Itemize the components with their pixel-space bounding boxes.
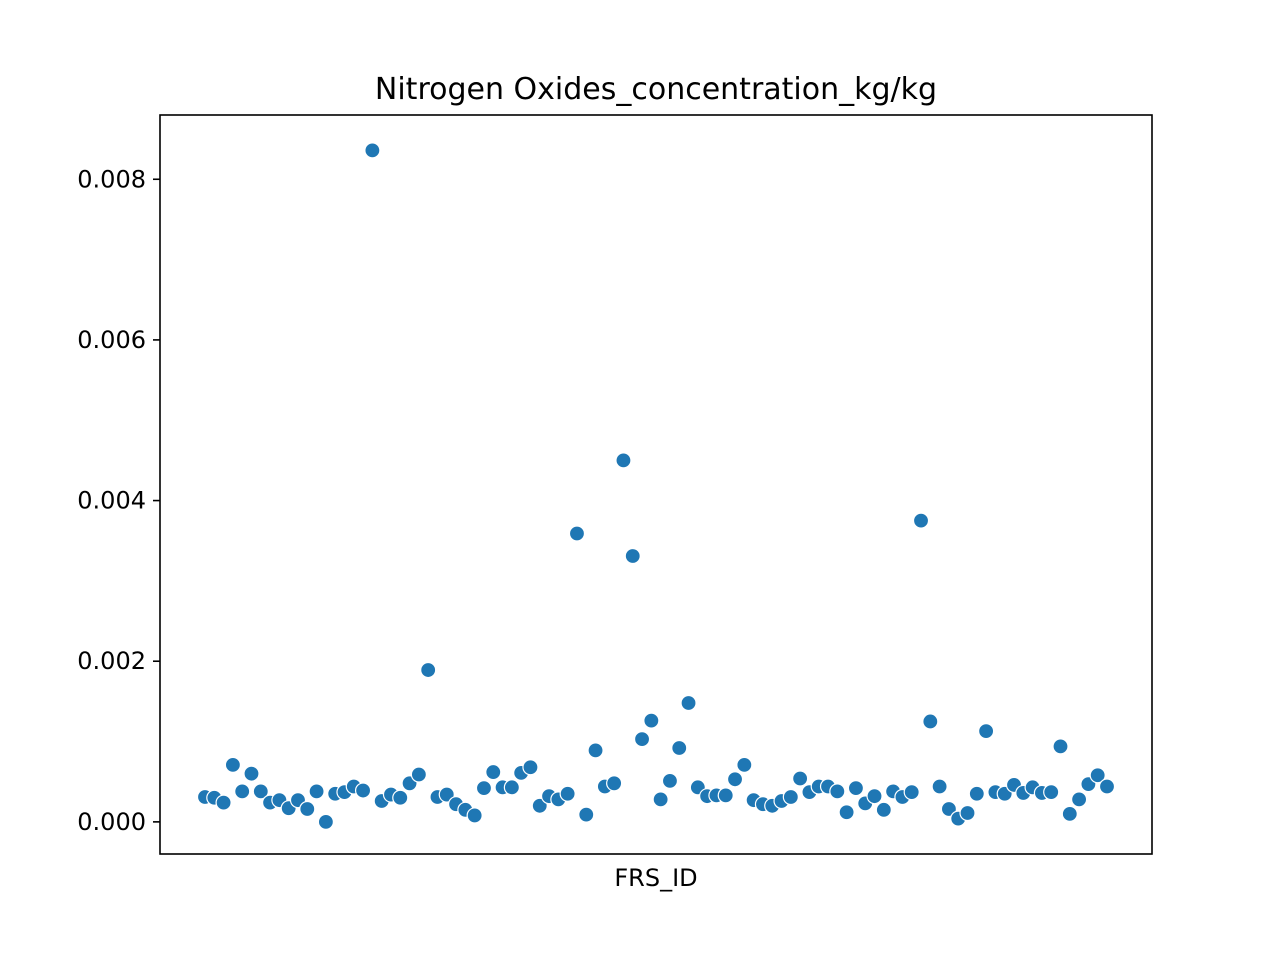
data-point [522, 759, 539, 776]
data-point [578, 806, 595, 823]
data-point [968, 785, 985, 802]
data-point [922, 713, 939, 730]
data-point [475, 780, 493, 797]
data-point [317, 813, 334, 830]
data-point [847, 780, 865, 797]
data-point [633, 731, 651, 748]
data-point [829, 783, 846, 800]
data-point [606, 775, 623, 792]
data-point [1098, 778, 1116, 795]
data-point [661, 772, 679, 790]
y-axis-ticks: 0.000 0.002 0.004 0.006 0.008 [77, 165, 160, 836]
data-point [717, 787, 734, 804]
data-point [466, 807, 483, 824]
data-point [485, 763, 502, 781]
data-point [1043, 784, 1060, 801]
data-point [903, 784, 920, 801]
data-point [875, 801, 892, 818]
data-point [615, 452, 632, 469]
data-point [978, 722, 995, 740]
chart-title: Nitrogen Oxides_concentration_kg/kg [375, 72, 937, 107]
data-point [299, 800, 316, 818]
data-point [652, 791, 669, 808]
data-point [215, 794, 232, 811]
data-point [559, 785, 576, 802]
data-point [1061, 805, 1078, 822]
data-point [243, 765, 260, 782]
data-point [410, 766, 427, 783]
data-point [252, 783, 269, 800]
data-point [1070, 791, 1088, 808]
data-point [420, 661, 437, 679]
data-point [503, 779, 520, 796]
y-tick-label: 0.000 [77, 808, 146, 836]
data-point [959, 804, 976, 822]
data-point [643, 712, 660, 729]
data-point [587, 742, 604, 759]
data-point [1052, 738, 1069, 755]
data-point [671, 739, 688, 757]
plot-frame [159, 114, 1153, 855]
data-point [931, 778, 948, 795]
data-point [354, 782, 372, 799]
y-tick-label: 0.002 [77, 647, 146, 675]
data-point [736, 756, 753, 773]
y-tick-label: 0.004 [77, 487, 146, 515]
data-point [392, 789, 409, 806]
data-point [912, 512, 930, 529]
data-point [234, 783, 251, 800]
data-point [224, 756, 241, 773]
data-point [726, 771, 744, 788]
data-point [838, 804, 855, 821]
data-point [364, 142, 381, 159]
data-points [196, 142, 1116, 830]
data-point [568, 525, 586, 542]
x-axis-label: FRS_ID [614, 864, 697, 892]
data-point [624, 547, 641, 565]
data-point [1089, 767, 1106, 784]
data-point [866, 788, 883, 805]
y-tick-label: 0.008 [77, 165, 146, 193]
data-point [782, 788, 799, 806]
data-point [680, 694, 697, 712]
data-point [792, 770, 809, 787]
data-point [308, 783, 325, 800]
y-tick-label: 0.006 [77, 326, 146, 354]
